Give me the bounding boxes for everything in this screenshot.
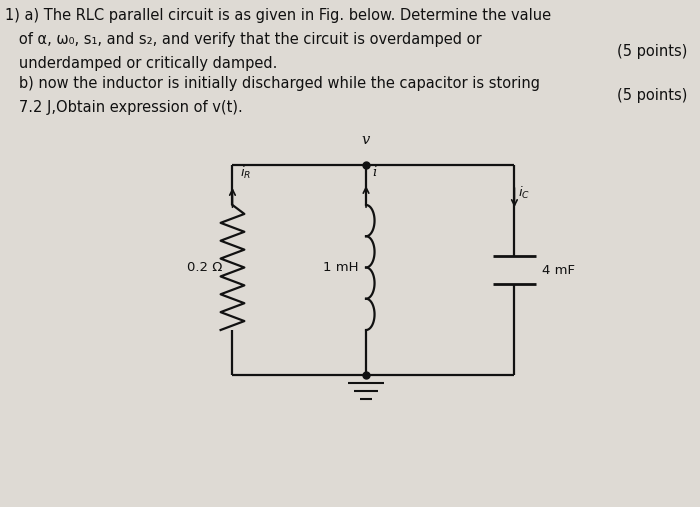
Text: 7.2 J,Obtain expression of v⁣(t).: 7.2 J,Obtain expression of v⁣(t). — [5, 100, 243, 115]
Text: 4 mF: 4 mF — [542, 264, 575, 276]
Text: 1) a) The RLC parallel circuit is as given in Fig. below. Determine the value: 1) a) The RLC parallel circuit is as giv… — [5, 8, 551, 23]
Text: underdamped or critically damped.: underdamped or critically damped. — [5, 56, 277, 71]
Text: 0.2 Ω: 0.2 Ω — [187, 261, 223, 274]
Text: 1 mH: 1 mH — [323, 261, 358, 274]
Text: $i_R$: $i_R$ — [240, 165, 251, 181]
Text: (5 points): (5 points) — [617, 88, 687, 103]
Text: b) now the inductor is initially discharged while the capacitor is storing: b) now the inductor is initially dischar… — [5, 76, 540, 91]
Text: (5 points): (5 points) — [617, 44, 687, 59]
Text: of α, ω₀, s₁, and s₂, and verify that the circuit is overdamped or: of α, ω₀, s₁, and s₂, and verify that th… — [5, 32, 482, 47]
Text: i: i — [372, 166, 376, 179]
Text: $i_C$: $i_C$ — [519, 185, 531, 201]
Text: v: v — [362, 133, 370, 147]
